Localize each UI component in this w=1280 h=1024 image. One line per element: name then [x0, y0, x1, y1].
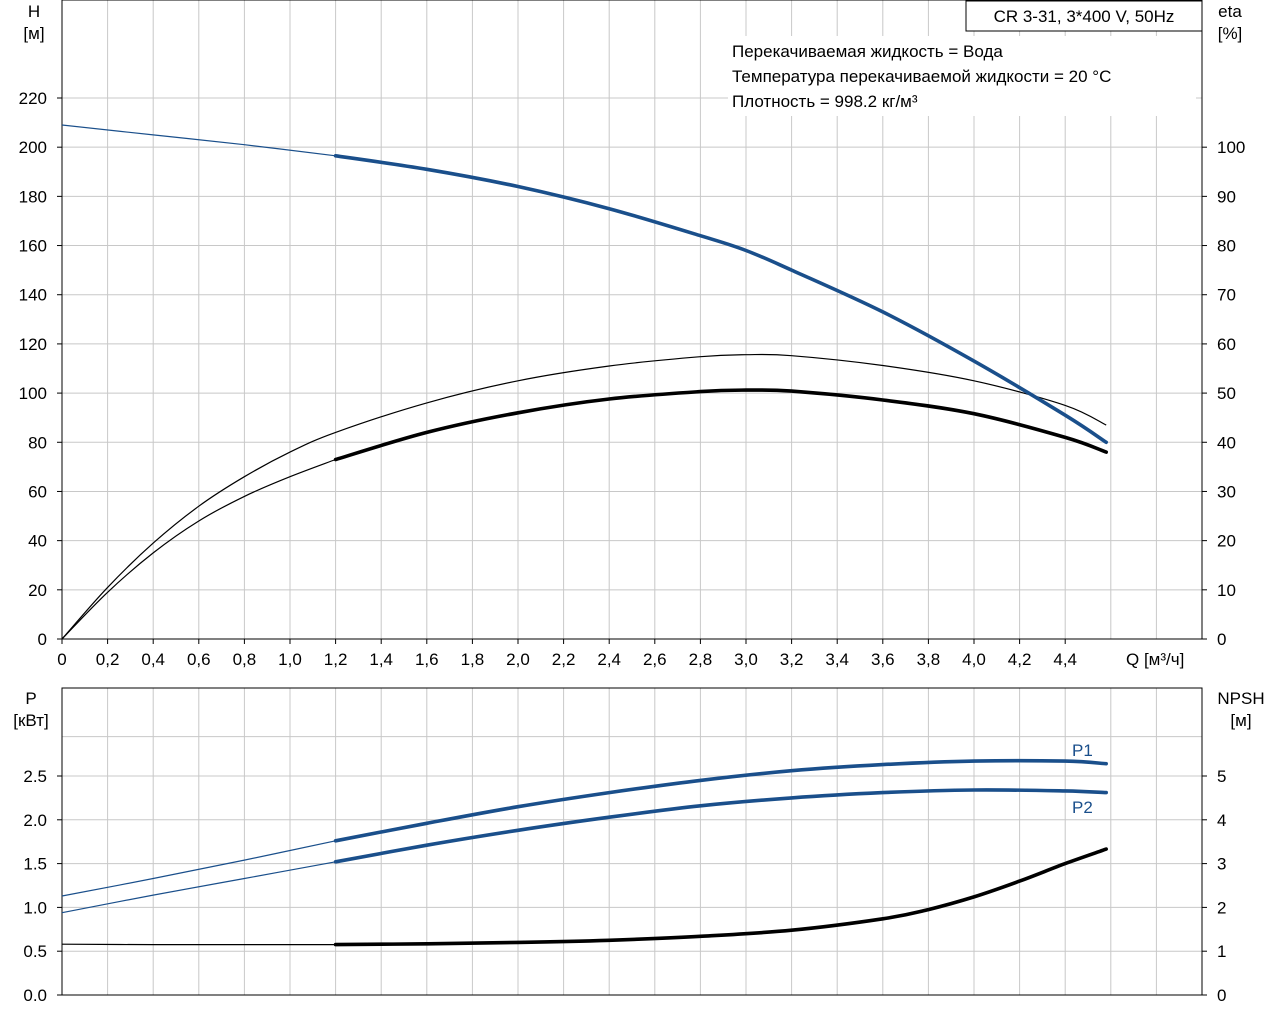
head-tick-label: 0 — [38, 630, 47, 649]
model-label: CR 3-31, 3*400 V, 50Hz — [994, 7, 1175, 26]
flow-tick-label: 2,8 — [689, 650, 713, 669]
efficiency-tick-label: 60 — [1217, 335, 1236, 354]
power-tick-label: 2.0 — [23, 811, 47, 830]
npsh-tick-label: 5 — [1217, 767, 1226, 786]
npsh-tick-label: 3 — [1217, 855, 1226, 874]
flow-tick-label: 1,6 — [415, 650, 439, 669]
flow-tick-label: 2,6 — [643, 650, 667, 669]
power-tick-label: 0.5 — [23, 942, 47, 961]
head-curve-operating-range — [333, 154, 1108, 445]
flow-tick-label: 3,8 — [917, 650, 941, 669]
efficiency-curve-thin-extrapolated — [61, 353, 1107, 640]
head-tick-label: 20 — [28, 581, 47, 600]
head-efficiency-series — [61, 124, 1108, 640]
efficiency-tick-label: 100 — [1217, 138, 1245, 157]
power-npsh-series — [61, 758, 1108, 947]
power-npsh-plot-frame — [61, 687, 1203, 996]
npsh-tick-label: 4 — [1217, 811, 1226, 830]
head-efficiency-plot-frame — [61, 0, 1203, 640]
efficiency-tick-label: 70 — [1217, 286, 1236, 305]
npsh-tick-label: 2 — [1217, 898, 1226, 917]
efficiency-tick-label: 40 — [1217, 433, 1236, 452]
efficiency-tick-label: 80 — [1217, 237, 1236, 256]
efficiency-curve-operating-range — [333, 388, 1108, 462]
head-axis-unit: [м] — [23, 24, 44, 43]
flow-tick-label: 3,2 — [780, 650, 804, 669]
power-axis-unit: [кВт] — [13, 711, 48, 730]
flow-tick-label: 3,0 — [734, 650, 758, 669]
efficiency-tick-label: 0 — [1217, 630, 1226, 649]
head-tick-label: 140 — [19, 286, 47, 305]
head-tick-label: 200 — [19, 138, 47, 157]
flow-tick-label: 0 — [57, 650, 66, 669]
flow-tick-label: 2,2 — [552, 650, 576, 669]
p1-power-curve-extrapolated — [61, 840, 336, 897]
power-tick-label: 1.0 — [23, 898, 47, 917]
efficiency-tick-label: 20 — [1217, 532, 1236, 551]
flow-tick-label: 4,2 — [1008, 650, 1032, 669]
head-tick-label: 220 — [19, 89, 47, 108]
flow-tick-label: 1,4 — [369, 650, 393, 669]
flow-tick-label: 2,4 — [597, 650, 621, 669]
model-label-box — [965, 0, 1203, 32]
power-npsh-grid — [62, 688, 1202, 995]
flow-tick-label: 1,8 — [461, 650, 485, 669]
head-tick-label: 40 — [28, 532, 47, 551]
head-tick-label: 120 — [19, 335, 47, 354]
p2-series-label: P2 — [1072, 798, 1093, 817]
flow-tick-label: 0,8 — [233, 650, 257, 669]
efficiency-tick-label: 30 — [1217, 482, 1236, 501]
head-tick-label: 80 — [28, 433, 47, 452]
power-tick-label: 0.0 — [23, 986, 47, 1005]
head-tick-label: 100 — [19, 384, 47, 403]
flow-tick-label: 3,6 — [871, 650, 895, 669]
power-tick-label: 1.5 — [23, 855, 47, 874]
p2-power-curve-extrapolated — [61, 861, 336, 914]
flow-tick-label: 1,2 — [324, 650, 348, 669]
npsh-axis-unit: [м] — [1230, 711, 1251, 730]
head-tick-label: 180 — [19, 187, 47, 206]
head-efficiency-grid — [62, 0, 1202, 639]
efficiency-curve-extrapolated — [61, 458, 336, 640]
npsh-axis-title: NPSH — [1217, 689, 1264, 708]
fluid-info-line-1: Перекачиваемая жидкость = Вода — [732, 42, 1003, 61]
power-npsh-ticks: 0.0 0.5 1.0 1.5 2.0 2.5 0 1 2 3 4 5 — [23, 767, 1226, 1005]
efficiency-axis-title: eta — [1218, 2, 1242, 21]
flow-axis-label: Q [м³/ч] — [1126, 650, 1184, 669]
flow-tick-label: 0,2 — [96, 650, 120, 669]
flow-tick-label: 0,4 — [141, 650, 165, 669]
p2-power-curve-operating-range — [333, 788, 1108, 864]
p1-series-label: P1 — [1072, 741, 1093, 760]
head-axis-title: H — [28, 2, 40, 21]
efficiency-tick-label: 10 — [1217, 581, 1236, 600]
npsh-tick-label: 0 — [1217, 986, 1226, 1005]
efficiency-tick-label: 50 — [1217, 384, 1236, 403]
power-axis-title: P — [25, 689, 36, 708]
efficiency-tick-label: 90 — [1217, 187, 1236, 206]
npsh-tick-label: 1 — [1217, 942, 1226, 961]
p1-power-curve-operating-range — [333, 758, 1108, 843]
flow-tick-label: 2,0 — [506, 650, 530, 669]
flow-tick-label: 3,4 — [825, 650, 849, 669]
flow-tick-label: 0,6 — [187, 650, 211, 669]
head-efficiency-ticks: 0 20 40 60 80 100 120 140 160 180 200 220 0 10 20 30 40 5… — [19, 89, 1246, 669]
power-tick-label: 2.5 — [23, 767, 47, 786]
fluid-info-box — [728, 36, 1196, 116]
head-curve-extrapolated — [61, 124, 336, 157]
head-tick-label: 60 — [28, 482, 47, 501]
head-efficiency-panel: 0 20 40 60 80 100 120 140 160 180 200 220 0 10 20 30 40 5… — [19, 0, 1246, 669]
flow-tick-label: 1,0 — [278, 650, 302, 669]
flow-tick-label: 4,0 — [962, 650, 986, 669]
fluid-info-line-3: Плотность = 998.2 кг/м³ — [732, 92, 918, 111]
power-npsh-panel: 0.0 0.5 1.0 1.5 2.0 2.5 0 1 2 3 4 5 P [кВт] NPSH [м… — [13, 687, 1265, 1005]
head-tick-label: 160 — [19, 237, 47, 256]
npsh-curve-operating-range — [333, 847, 1108, 947]
fluid-info-line-2: Температура перекачиваемой жидкости = 20… — [732, 67, 1111, 86]
flow-tick-label: 4,4 — [1053, 650, 1077, 669]
efficiency-axis-unit: [%] — [1218, 24, 1243, 43]
